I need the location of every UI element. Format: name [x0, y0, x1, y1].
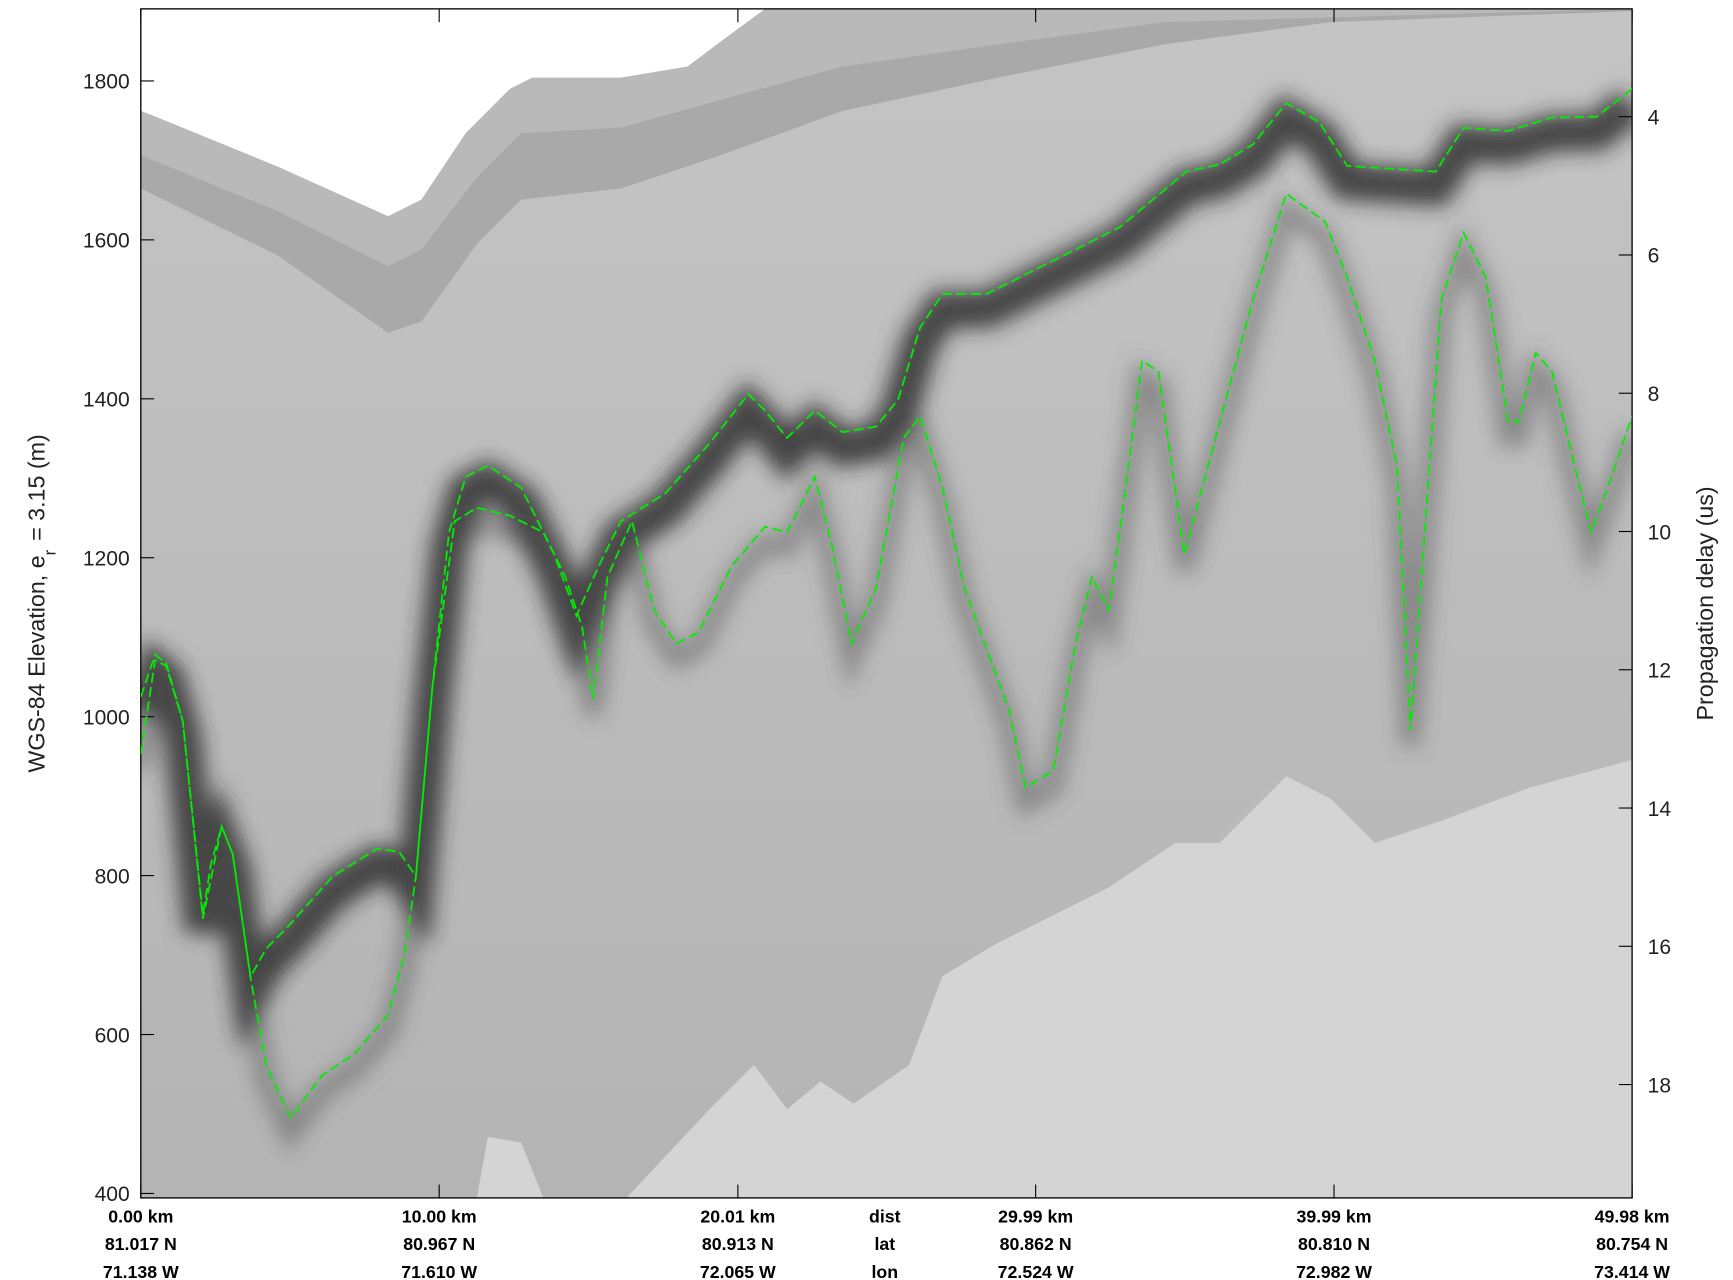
y-tick-label: 800: [95, 865, 130, 888]
row-label: dist: [869, 1206, 901, 1226]
plot-frame: [140, 8, 1633, 1199]
y-tick-label: 600: [95, 1024, 130, 1047]
echogram-deep: [476, 759, 1633, 1198]
lat-label: 80.754 N: [1596, 1234, 1668, 1254]
y-tick-label: 1200: [83, 548, 130, 571]
echogram: [140, 8, 1633, 1198]
y-tick-label: 1400: [83, 389, 130, 412]
y2-tick-label: 16: [1648, 936, 1671, 959]
y2-tick-label: 14: [1648, 798, 1672, 821]
y2-tick-label: 4: [1648, 106, 1660, 129]
echogram-void: [140, 8, 766, 217]
x-tick-label: 49.98 km: [1595, 1206, 1670, 1226]
y-axis-label-rest: = 3.15 (m): [23, 434, 49, 541]
y-axis-label-main: WGS-84 Elevation, e: [23, 555, 49, 772]
echo-band: [140, 193, 1633, 1153]
y2-tick-label: 6: [1648, 245, 1660, 268]
y-tick-label: 1000: [83, 706, 130, 729]
y2-tick-label: 10: [1648, 521, 1671, 544]
echo-band: [140, 89, 1633, 1050]
lon-label: 72.982 W: [1296, 1262, 1372, 1280]
row-label: lat: [874, 1234, 895, 1254]
y-tick-label: 1800: [83, 71, 130, 94]
lat-label: 80.913 N: [702, 1234, 774, 1254]
x-tick-label: 10.00 km: [402, 1206, 477, 1226]
lon-label: 71.138 W: [103, 1262, 179, 1280]
layer-line: [140, 192, 1633, 1120]
y-axis-label-sub: r: [40, 549, 59, 555]
lat-label: 80.810 N: [1298, 1234, 1370, 1254]
lat-label: 80.967 N: [403, 1234, 475, 1254]
x-tick-label: 39.99 km: [1297, 1206, 1372, 1226]
echogram-bands: [140, 89, 1633, 1153]
row-label: lon: [872, 1262, 899, 1280]
layer-line: [140, 88, 1633, 980]
x-tick-label: 20.01 km: [700, 1206, 775, 1226]
lat-label: 80.862 N: [1000, 1234, 1072, 1254]
lon-label: 71.610 W: [401, 1262, 477, 1280]
lat-label: 81.017 N: [105, 1234, 177, 1254]
y2-tick-label: 8: [1648, 383, 1660, 406]
y-tick-label: 400: [95, 1183, 130, 1206]
x-tick-label: 29.99 km: [998, 1206, 1073, 1226]
y2-tick-label: 12: [1648, 660, 1671, 683]
y-tick-label: 1600: [83, 230, 130, 253]
lon-label: 72.065 W: [700, 1262, 776, 1280]
y2-axis-label: Propagation delay (us): [1692, 486, 1718, 720]
y-axis-label: WGS-84 Elevation, er = 3.15 (m): [23, 434, 59, 772]
lon-label: 73.414 W: [1594, 1262, 1670, 1280]
y2-tick-label: 18: [1648, 1074, 1671, 1097]
lon-label: 72.524 W: [998, 1262, 1074, 1280]
x-tick-label: 0.00 km: [108, 1206, 173, 1226]
